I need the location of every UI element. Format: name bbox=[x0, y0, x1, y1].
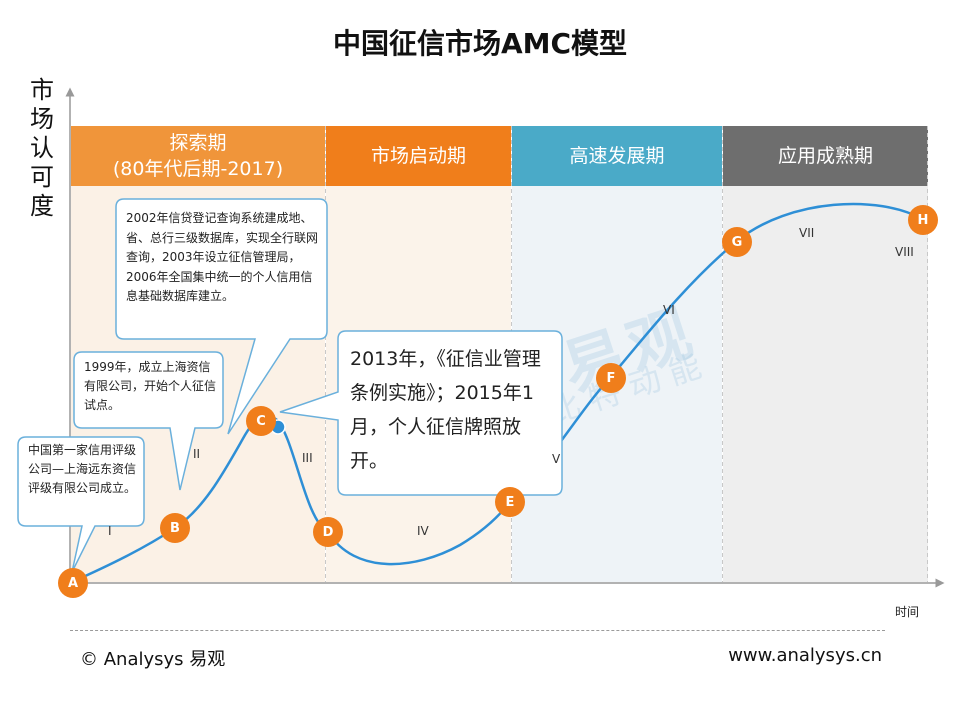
point-marker-b: B bbox=[160, 513, 190, 543]
point-marker-e: E bbox=[495, 487, 525, 517]
callout-bubble-4 bbox=[279, 330, 563, 496]
segment-label-6: VI bbox=[663, 303, 675, 317]
callout-text-3: 2002年信贷登记查询系统建成地、省、总行三级数据库，实现全行联网查询，2003… bbox=[126, 211, 319, 303]
segment-label-5: V bbox=[552, 452, 561, 466]
segment-label-1: I bbox=[108, 524, 112, 538]
x-axis-label: 时间 bbox=[895, 605, 920, 619]
phase-label: 市场启动期 bbox=[370, 145, 466, 167]
callout-bubble-3 bbox=[115, 198, 328, 435]
segment-label-4: IV bbox=[417, 524, 429, 538]
phase-header-launch: 市场启动期 bbox=[326, 126, 511, 186]
footer-website[interactable]: www.analysys.cn bbox=[728, 645, 882, 666]
point-marker-g: G bbox=[722, 227, 752, 257]
point-marker-a: A bbox=[58, 568, 88, 598]
callout-text-2: 1999年，成立上海资信有限公司，开始个人征信试点。 bbox=[84, 360, 217, 412]
page-title: 中国征信市场AMC模型 bbox=[332, 27, 628, 60]
y-axis-label: 市场认可度 bbox=[30, 76, 54, 220]
segment-label-7: VII bbox=[799, 226, 815, 240]
segment-label-2: II bbox=[193, 447, 201, 461]
phase-header-growth: 高速发展期 bbox=[512, 126, 722, 186]
phase-header-maturity: 应用成熟期 bbox=[723, 126, 928, 186]
footer-copyright: © Analysys 易观 bbox=[80, 649, 226, 670]
phase-sublabel: (80年代后期-2017) bbox=[112, 158, 284, 180]
segment-label-8: VIII bbox=[895, 245, 914, 259]
phase-label: 高速发展期 bbox=[569, 145, 665, 167]
callout-bubble-2 bbox=[73, 351, 224, 491]
phase-header-exploration: 探索期 (80年代后期-2017) bbox=[71, 126, 325, 186]
point-marker-c: C bbox=[246, 406, 276, 436]
footer-divider bbox=[70, 630, 885, 631]
phase-label: 探索期 bbox=[169, 132, 227, 154]
point-marker-h: H bbox=[908, 205, 938, 235]
phase-bg-4 bbox=[723, 186, 928, 582]
callout-bubble-1 bbox=[17, 436, 145, 573]
point-marker-d: D bbox=[313, 517, 343, 547]
amc-curve bbox=[71, 202, 923, 584]
callout-text-4: 2013年，《征信业管理条例实施》；2015年1月，个人征信牌照放开。 bbox=[350, 348, 541, 472]
segment-label-3: III bbox=[302, 451, 313, 465]
phase-label: 应用成熟期 bbox=[777, 145, 873, 167]
callout-text-1: 中国第一家信用评级公司—上海远东资信评级有限公司成立。 bbox=[28, 443, 137, 495]
point-marker-f: F bbox=[596, 363, 626, 393]
